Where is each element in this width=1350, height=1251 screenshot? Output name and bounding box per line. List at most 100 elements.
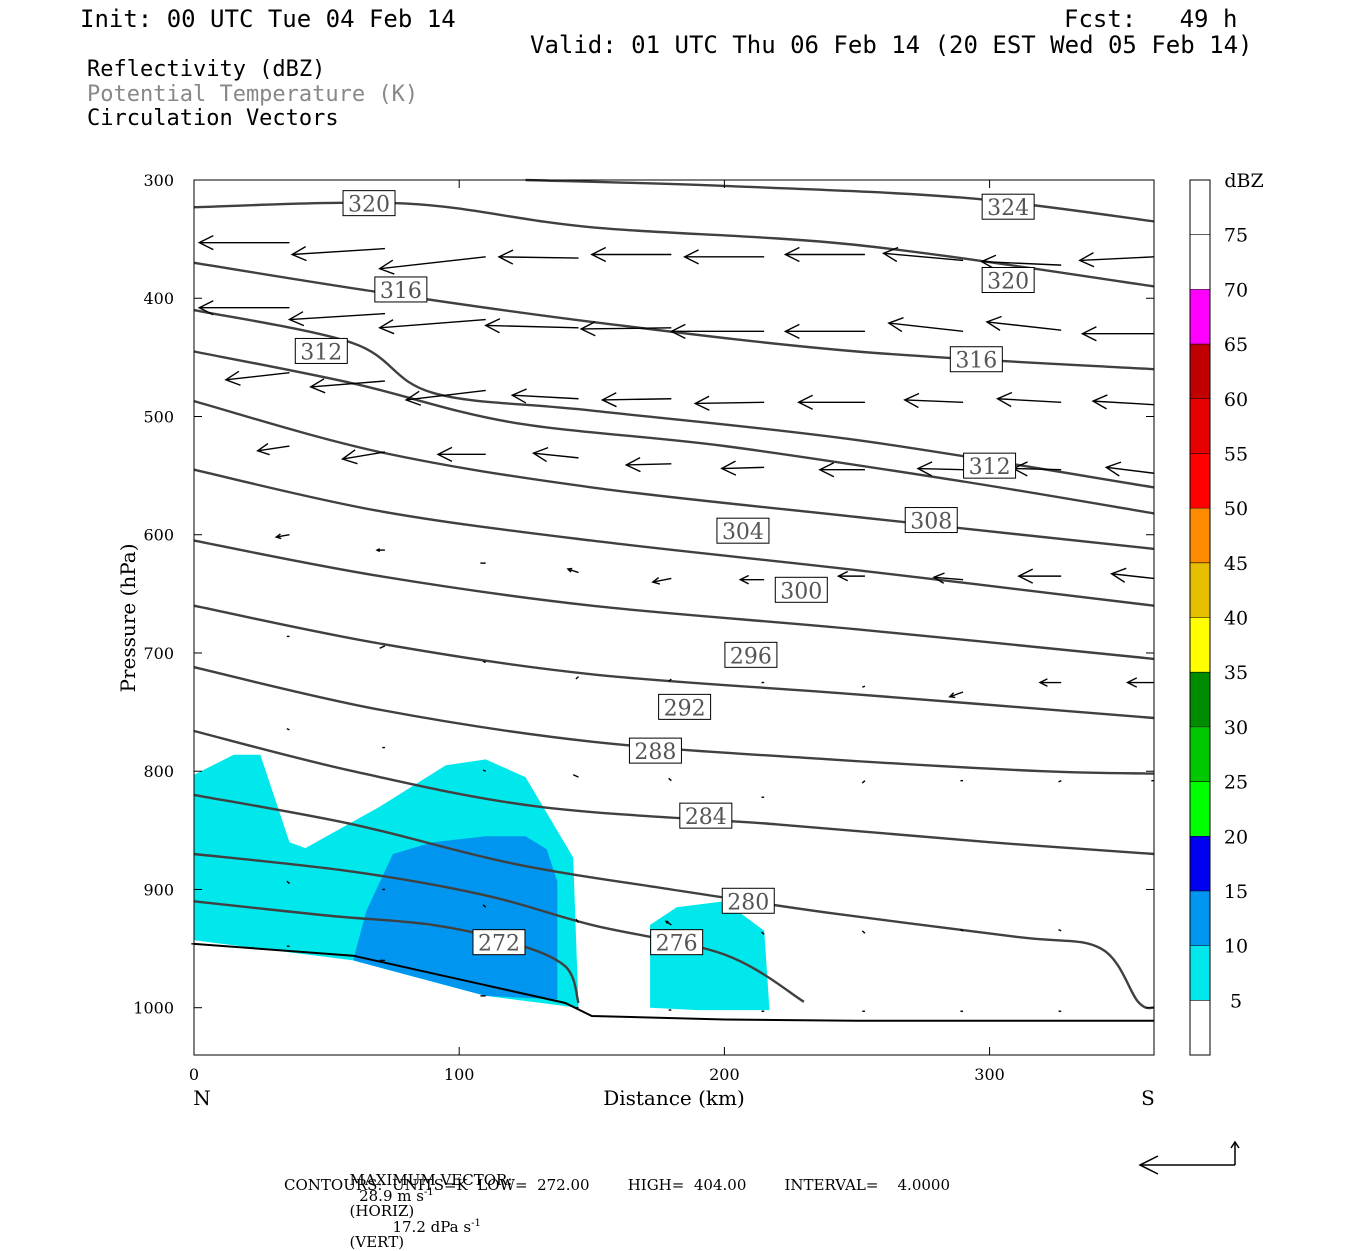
circulation-vector bbox=[693, 395, 765, 411]
vector-shaft bbox=[581, 327, 672, 330]
vector-shaft bbox=[482, 660, 486, 664]
init-time: Init: 00 UTC Tue 04 Feb 14 bbox=[80, 5, 456, 33]
circulation-vector bbox=[600, 392, 672, 408]
colorbar-swatch bbox=[1190, 890, 1210, 946]
circulation-vector bbox=[340, 449, 386, 465]
vector-head bbox=[916, 461, 933, 477]
contour-label-308: 308 bbox=[904, 507, 958, 535]
vector-shaft bbox=[292, 247, 385, 256]
vector-head bbox=[309, 378, 326, 394]
vector-shaft bbox=[933, 576, 964, 581]
contour-label-312: 312 bbox=[294, 337, 348, 365]
contour-label-276: 276 bbox=[650, 929, 704, 957]
axis-layer: 300 400 500 600 700 800 900 1000 0 100 200 300 Dista… bbox=[116, 171, 1155, 1110]
contour-label-text: 324 bbox=[987, 196, 1029, 221]
circulation-vector bbox=[274, 533, 290, 540]
vector-head bbox=[340, 449, 358, 465]
circulation-vector bbox=[861, 930, 866, 934]
vector-head bbox=[484, 318, 501, 334]
circulation-vector bbox=[783, 323, 865, 339]
vector-shaft bbox=[286, 880, 290, 885]
vector-head bbox=[669, 323, 686, 339]
field-potential-temperature: Potential Temperature (K) bbox=[87, 82, 419, 107]
vector-shaft bbox=[379, 645, 386, 649]
vector-shaft bbox=[310, 380, 385, 388]
colorbar-title: dBZ bbox=[1224, 170, 1263, 192]
y-tick-label: 300 bbox=[143, 171, 174, 190]
colorbar-swatch bbox=[1190, 726, 1210, 782]
circulation-vector bbox=[720, 460, 765, 476]
south-label: S bbox=[1141, 1086, 1155, 1110]
vector-head bbox=[497, 249, 514, 265]
circulation-vector bbox=[436, 446, 486, 462]
circulation-vector bbox=[286, 728, 290, 731]
contour-label-text: 308 bbox=[910, 510, 952, 535]
contour-label-text: 300 bbox=[780, 579, 822, 604]
vector-shaft bbox=[861, 930, 866, 934]
contour-label-box bbox=[774, 576, 828, 603]
contour-label-312: 312 bbox=[963, 452, 1017, 480]
vector-head bbox=[903, 392, 920, 409]
colorbar-label: 30 bbox=[1224, 717, 1248, 739]
vector-shaft bbox=[1111, 573, 1155, 580]
circulation-vector bbox=[482, 769, 486, 772]
vector-head bbox=[404, 390, 422, 406]
contour-label-296: 296 bbox=[724, 641, 778, 669]
circulation-vector bbox=[1058, 780, 1062, 783]
vector-head bbox=[566, 567, 573, 573]
contour-label-text: 320 bbox=[348, 193, 390, 218]
vector-shaft bbox=[997, 398, 1062, 403]
vector-head bbox=[1038, 678, 1048, 687]
contour-label-box bbox=[658, 693, 712, 720]
valid-time: Valid: 01 UTC Thu 06 Feb 14 (20 EST Wed … bbox=[530, 31, 1253, 59]
circulation-vector bbox=[484, 318, 579, 334]
reflectivity-fill-layer bbox=[194, 754, 770, 1011]
circulation-vector bbox=[783, 246, 865, 263]
circulation-vector bbox=[572, 774, 579, 778]
vector-shaft bbox=[482, 769, 486, 772]
vector-shaft bbox=[1013, 467, 1062, 471]
vector-head bbox=[664, 920, 669, 924]
x-tick-label: 100 bbox=[444, 1065, 475, 1084]
vector-shaft bbox=[342, 451, 386, 460]
colorbar-swatch bbox=[1190, 617, 1210, 673]
circulation-vector bbox=[590, 246, 672, 263]
vector-head bbox=[590, 246, 607, 263]
vert-exp: -1 bbox=[471, 1218, 481, 1229]
vector-shaft bbox=[960, 929, 964, 932]
vector-shaft bbox=[1079, 256, 1155, 262]
contour-label-320: 320 bbox=[342, 190, 396, 218]
vector-shaft bbox=[276, 534, 290, 538]
contour-label-box bbox=[472, 929, 526, 956]
vector-head bbox=[995, 391, 1013, 408]
colorbar-swatch bbox=[1190, 781, 1210, 837]
contour-label-box bbox=[628, 737, 682, 764]
circulation-vector bbox=[379, 645, 386, 649]
vector-head bbox=[693, 395, 710, 411]
colorbar-label: 65 bbox=[1224, 334, 1248, 356]
circulation-vector bbox=[862, 685, 866, 688]
colorbar-swatch bbox=[1190, 836, 1210, 891]
contour-label-288: 288 bbox=[628, 737, 682, 765]
circulation-vector bbox=[861, 780, 866, 784]
circulation-vector bbox=[378, 256, 486, 275]
vector-head bbox=[1078, 252, 1095, 268]
vector-head bbox=[1091, 394, 1108, 410]
forecast-hour: Fcst: 49 h bbox=[1064, 5, 1238, 33]
colorbar-label: 60 bbox=[1224, 389, 1248, 411]
contour-label-box bbox=[721, 887, 775, 914]
reference-vector-icon bbox=[1138, 1140, 1240, 1175]
circulation-vector bbox=[887, 317, 964, 333]
colorbar-swatch bbox=[1190, 398, 1210, 454]
contour-label-box bbox=[650, 929, 704, 956]
vector-shaft bbox=[1058, 929, 1062, 932]
circulation-vector bbox=[575, 918, 580, 923]
circulation-vector bbox=[197, 235, 290, 251]
vector-head bbox=[287, 311, 305, 327]
colorbar-label: 5 bbox=[1230, 990, 1242, 1012]
contour-label-text: 292 bbox=[664, 696, 706, 721]
vector-shaft bbox=[668, 678, 672, 682]
contour-label-text: 288 bbox=[634, 740, 676, 765]
circulation-vector bbox=[836, 570, 865, 582]
vector-head bbox=[579, 321, 596, 337]
